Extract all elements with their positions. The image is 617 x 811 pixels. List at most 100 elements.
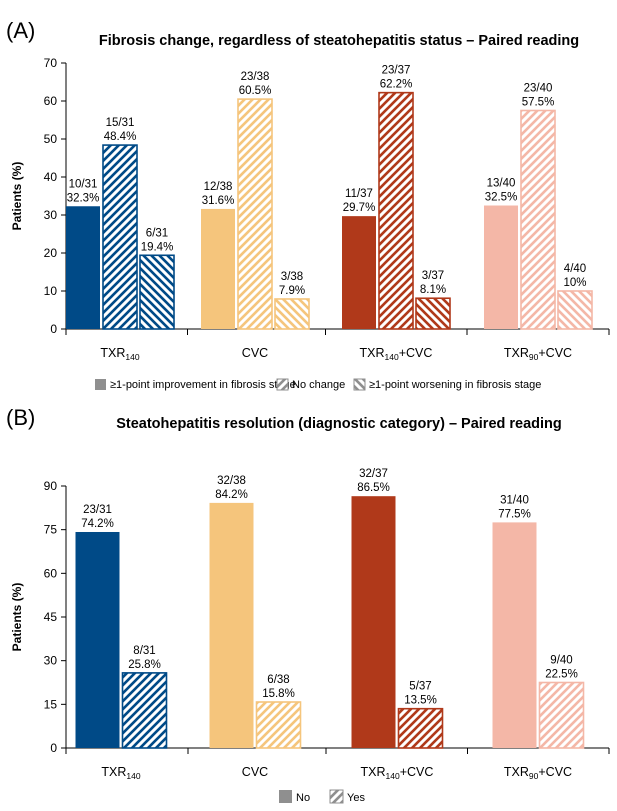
data-label-count: 11/37: [345, 188, 373, 200]
x-tick-label-main: TXR: [361, 765, 386, 779]
x-tick-label: CVC: [242, 765, 268, 779]
data-label-percent: 13.5%: [404, 695, 437, 707]
x-tick-label: TXR140+CVC: [361, 765, 434, 781]
x-tick-label-main: TXR: [504, 346, 529, 360]
data-label-percent: 22.5%: [545, 669, 578, 681]
bar: [484, 205, 518, 329]
bar: [397, 707, 444, 749]
data-label-count: 10/31: [69, 178, 98, 190]
x-tick-label-main: TXR: [100, 346, 125, 360]
data-label-percent: 29.7%: [343, 202, 376, 214]
x-tick-label-sub: 140: [385, 352, 399, 362]
bar: [520, 109, 556, 330]
data-label-count: 4/40: [564, 263, 586, 275]
data-label-count: 32/38: [217, 475, 246, 487]
x-tick-label-main: TXR: [360, 346, 385, 360]
y-tick-label: 30: [44, 654, 58, 668]
x-tick-label-rest: +CVC: [399, 346, 433, 360]
data-label-percent: 32.5%: [485, 192, 518, 204]
data-label-percent: 7.9%: [279, 285, 305, 297]
legend-label: No: [296, 792, 310, 804]
chart-title: Fibrosis change, regardless of steatohep…: [99, 33, 579, 49]
y-axis-label: Patients (%): [10, 162, 24, 231]
y-tick-label: 20: [44, 246, 58, 260]
x-tick-label-rest: +CVC: [400, 765, 434, 779]
y-tick-label: 0: [50, 741, 57, 755]
y-tick-label: 90: [44, 479, 58, 493]
chart-panel-b: (B) Steatohepatitis resolution (diagnosti…: [6, 405, 610, 804]
legend-label: ≥1-point worsening in fibrosis stage: [369, 379, 541, 391]
data-label-count: 9/40: [550, 655, 572, 667]
legend-label: Yes: [347, 792, 365, 804]
bar: [415, 297, 451, 330]
x-tick-label-sub: 140: [126, 771, 140, 781]
y-tick-label: 40: [44, 170, 58, 184]
y-tick-label: 0: [50, 322, 57, 336]
x-tick-label-sub: 140: [125, 352, 139, 362]
bar: [139, 254, 175, 330]
data-label-count: 31/40: [500, 494, 529, 506]
data-label-percent: 8.1%: [420, 284, 446, 296]
y-tick-label: 45: [44, 610, 58, 624]
data-label-count: 13/40: [487, 178, 516, 190]
bar: [237, 98, 273, 330]
panel-label: (B): [6, 405, 35, 430]
data-label-count: 6/38: [267, 674, 289, 686]
data-label-percent: 86.5%: [357, 482, 390, 494]
data-label-count: 3/37: [422, 270, 444, 282]
x-tick-label: TXR140: [101, 765, 140, 781]
bar: [121, 672, 168, 749]
y-tick-label: 15: [44, 697, 58, 711]
x-tick-label-rest: +CVC: [538, 346, 572, 360]
bar: [274, 298, 310, 330]
data-label-count: 23/38: [241, 71, 270, 83]
data-label-percent: 25.8%: [128, 659, 161, 671]
data-label-percent: 84.2%: [215, 489, 248, 501]
data-label-percent: 19.4%: [141, 241, 174, 253]
legend-swatch: [95, 379, 106, 390]
x-tick-label-sub: 90: [529, 771, 539, 781]
data-label-count: 32/37: [359, 468, 388, 480]
x-tick-label-main: TXR: [504, 765, 529, 779]
y-tick-label: 50: [44, 132, 58, 146]
bar: [75, 531, 120, 748]
bar: [102, 144, 138, 330]
data-label-percent: 31.6%: [202, 195, 235, 207]
data-label-count: 6/31: [146, 227, 168, 239]
legend-swatch: [353, 378, 366, 391]
y-tick-label: 60: [44, 94, 58, 108]
legend-swatch: [329, 789, 344, 804]
data-label-percent: 62.2%: [380, 79, 413, 91]
x-tick-label-sub: 140: [386, 771, 400, 781]
chart-title: Steatohepatitis resolution (diagnostic c…: [116, 416, 562, 432]
bar: [255, 701, 302, 749]
data-label-percent: 74.2%: [81, 518, 114, 530]
x-tick-label-rest: +CVC: [538, 765, 572, 779]
data-label-count: 15/31: [106, 117, 135, 129]
bar: [492, 522, 537, 748]
data-label-count: 23/37: [382, 65, 411, 77]
x-tick-label-main: CVC: [242, 765, 268, 779]
data-label-count: 12/38: [204, 181, 233, 193]
bar: [209, 502, 254, 748]
x-tick-label-main: TXR: [101, 765, 126, 779]
x-tick-label: TXR90+CVC: [504, 765, 572, 781]
data-label-count: 23/40: [524, 83, 553, 95]
data-label-count: 8/31: [133, 645, 155, 657]
x-tick-label: TXR90+CVC: [504, 346, 572, 362]
bar: [201, 208, 235, 329]
data-label-percent: 57.5%: [522, 97, 555, 109]
y-axis-label: Patients (%): [10, 583, 24, 652]
y-tick-label: 60: [44, 566, 58, 580]
legend-label: ≥1-point improvement in fibrosis stage: [110, 379, 296, 391]
data-label-count: 23/31: [83, 504, 112, 516]
data-label-percent: 32.3%: [67, 192, 100, 204]
bar: [66, 206, 100, 329]
data-label-percent: 10%: [563, 277, 586, 289]
data-label-percent: 48.4%: [104, 131, 137, 143]
data-label-count: 3/38: [281, 271, 303, 283]
bar: [378, 91, 414, 330]
panel-label: (A): [6, 18, 35, 43]
x-tick-label-main: CVC: [242, 346, 268, 360]
